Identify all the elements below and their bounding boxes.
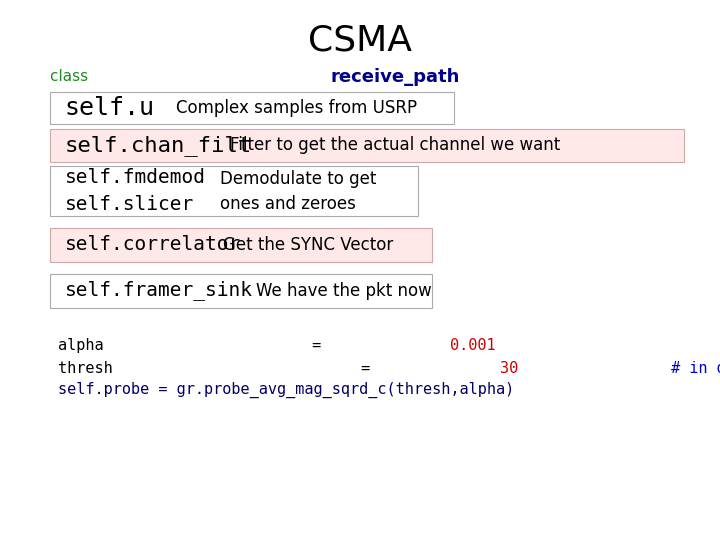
- Text: =: =: [303, 338, 330, 353]
- Text: alpha: alpha: [58, 338, 103, 353]
- Text: self.fmdemod
self.slicer: self.fmdemod self.slicer: [65, 168, 206, 214]
- Text: self.probe = gr.probe_avg_mag_sqrd_c(thresh,alpha): self.probe = gr.probe_avg_mag_sqrd_c(thr…: [58, 382, 514, 398]
- Text: # in dB, will have to adjust: # in dB, will have to adjust: [598, 361, 720, 376]
- Text: We have the pkt now: We have the pkt now: [256, 281, 431, 300]
- FancyBboxPatch shape: [50, 166, 418, 216]
- Text: thresh: thresh: [58, 361, 112, 376]
- Text: self.u: self.u: [65, 96, 155, 120]
- Text: =: =: [352, 361, 379, 376]
- FancyBboxPatch shape: [50, 129, 684, 162]
- Text: self.correlator: self.correlator: [65, 235, 241, 254]
- Text: receive_path: receive_path: [330, 68, 460, 86]
- Text: Demodulate to get
ones and zeroes: Demodulate to get ones and zeroes: [220, 170, 376, 213]
- FancyBboxPatch shape: [50, 92, 454, 124]
- Text: 0.001: 0.001: [451, 338, 496, 353]
- Text: class: class: [50, 69, 94, 84]
- Text: Filter to get the actual channel we want: Filter to get the actual channel we want: [230, 136, 561, 154]
- FancyBboxPatch shape: [50, 228, 432, 262]
- Text: CSMA: CSMA: [308, 24, 412, 57]
- FancyBboxPatch shape: [50, 274, 432, 308]
- Text: self.framer_sink: self.framer_sink: [65, 281, 253, 300]
- Text: Get the SYNC Vector: Get the SYNC Vector: [223, 235, 393, 254]
- Text: self.chan_filt: self.chan_filt: [65, 135, 252, 156]
- Text: 30: 30: [500, 361, 518, 376]
- Text: Complex samples from USRP: Complex samples from USRP: [176, 99, 418, 117]
